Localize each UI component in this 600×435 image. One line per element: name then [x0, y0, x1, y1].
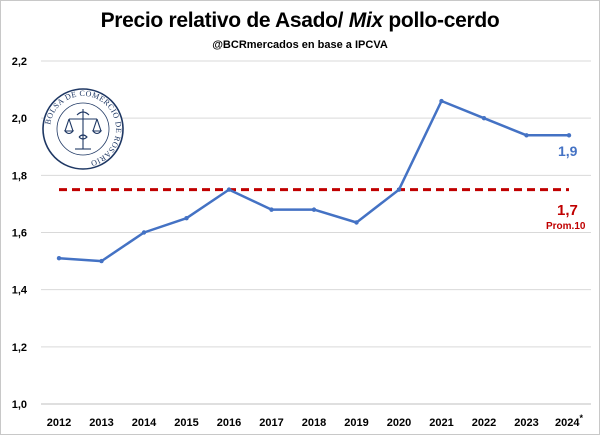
gridlines: [41, 60, 591, 405]
x-axis-ticks: 2012 2013 2014 2015 2016 2017 2018 2019 2020 2021…: [47, 413, 584, 429]
series-line: [58, 99, 569, 263]
y-axis-ticks: 1,0 1,2 1,4 1,6 1,8 2,0 2,2: [12, 56, 28, 411]
data-point: [311, 207, 317, 212]
title-part-italic: Mix: [348, 9, 383, 32]
average-value-label: 1,7: [557, 202, 578, 219]
data-point: [56, 256, 62, 261]
x-tick-label: 2023: [514, 417, 538, 429]
chart-title: Precio relativo de Asado/ Mix pollo-cerd…: [1, 9, 599, 33]
y-tick-label: 2,2: [12, 56, 27, 68]
data-point: [226, 187, 232, 192]
x-tick-label: 2015: [174, 417, 198, 429]
data-point: [354, 220, 359, 225]
y-tick-label: 1,2: [12, 342, 27, 354]
x-tick-label: 2022: [472, 417, 496, 429]
x-tick-label: 2024*: [555, 413, 583, 429]
y-tick-label: 1,6: [12, 228, 27, 240]
data-point: [439, 98, 444, 104]
data-point: [99, 258, 104, 264]
x-tick-label: 2014: [132, 417, 157, 429]
x-tick-label: 2018: [302, 417, 326, 429]
title-part-1: Precio relativo de Asado/: [100, 9, 349, 32]
y-tick-label: 2,0: [12, 113, 27, 125]
bcr-logo: BOLSA DE COMERCIO DE ROSARIO: [42, 88, 124, 170]
x-tick-label: 2017: [259, 417, 283, 429]
data-point: [396, 187, 402, 192]
data-point: [481, 115, 487, 121]
data-point: [184, 216, 189, 221]
y-tick-label: 1,0: [12, 399, 27, 411]
data-point: [566, 133, 572, 138]
data-point: [269, 207, 274, 212]
chart-subtitle: @BCRmercados en base a IPCVA: [212, 39, 388, 51]
y-tick-label: 1,4: [12, 285, 28, 297]
x-tick-label: 2020: [387, 417, 411, 429]
average-note-label: Prom.10: [546, 221, 586, 232]
x-tick-label: 2019: [344, 417, 368, 429]
x-tick-label: 2021: [429, 417, 453, 429]
x-tick-label: 2013: [89, 417, 113, 429]
x-tick-label: 2016: [217, 417, 241, 429]
data-point: [524, 133, 529, 138]
last-value-label: 1,9: [558, 143, 578, 159]
data-point: [141, 230, 147, 235]
y-tick-label: 1,8: [12, 170, 27, 182]
x-tick-label: 2012: [47, 417, 71, 429]
title-part-2: pollo-cerdo: [382, 9, 500, 32]
series-points: [56, 98, 572, 264]
